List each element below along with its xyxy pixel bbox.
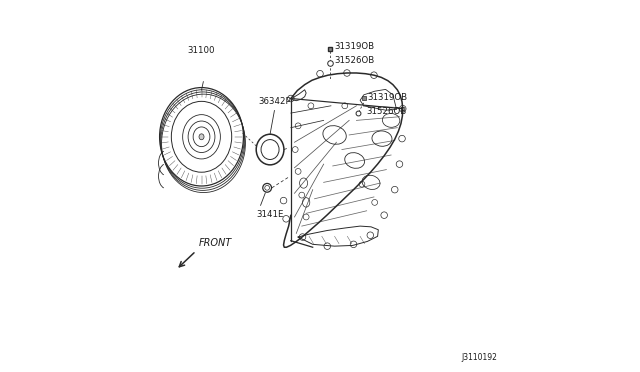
Text: 36342P: 36342P bbox=[258, 97, 291, 106]
Text: J3110192: J3110192 bbox=[461, 353, 497, 362]
Ellipse shape bbox=[199, 134, 204, 140]
Text: 31526OB: 31526OB bbox=[335, 56, 375, 65]
Text: 31526OB: 31526OB bbox=[367, 107, 407, 116]
Text: FRONT: FRONT bbox=[198, 238, 232, 248]
Text: 3141E: 3141E bbox=[256, 210, 284, 219]
Text: 31100: 31100 bbox=[188, 46, 215, 55]
Text: 31319OB: 31319OB bbox=[335, 42, 374, 51]
Text: 31319OB: 31319OB bbox=[367, 93, 408, 102]
